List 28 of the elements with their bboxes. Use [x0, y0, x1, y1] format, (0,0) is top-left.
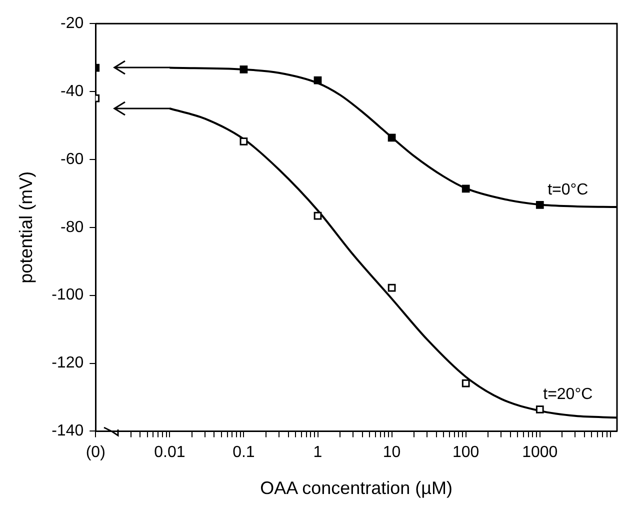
y-tick-label: -80: [60, 218, 84, 236]
x-tick-label: 10: [382, 444, 401, 462]
y-tick-label: -20: [60, 15, 84, 32]
point: [388, 134, 396, 142]
x-tick-label: 100: [452, 444, 480, 462]
point: [462, 184, 470, 193]
point: [536, 201, 544, 209]
point: [240, 66, 248, 74]
y-axis-title: potential (mV): [16, 171, 36, 284]
y-tick-label: -120: [52, 354, 84, 372]
x-tick-label: (0): [86, 444, 106, 462]
x-tick-label: 1: [313, 444, 322, 462]
x-axis-title: OAA concentration (µM): [260, 478, 453, 498]
point: [314, 76, 322, 84]
point: [536, 406, 544, 414]
x-tick-label: 1000: [522, 444, 558, 462]
point: [462, 379, 470, 388]
y-tick-label: -100: [52, 286, 84, 304]
x-tick-label: 0.1: [232, 444, 255, 462]
point: [240, 138, 248, 146]
annotation: t=20°C: [543, 386, 593, 403]
y-tick-label: -60: [60, 150, 84, 168]
point: [388, 284, 396, 292]
y-tick-label: -40: [60, 82, 84, 100]
x-tick-label: 0.01: [154, 444, 186, 462]
point: [314, 212, 322, 220]
y-tick-label: -140: [52, 422, 84, 440]
annotation: t=0°C: [548, 181, 588, 198]
